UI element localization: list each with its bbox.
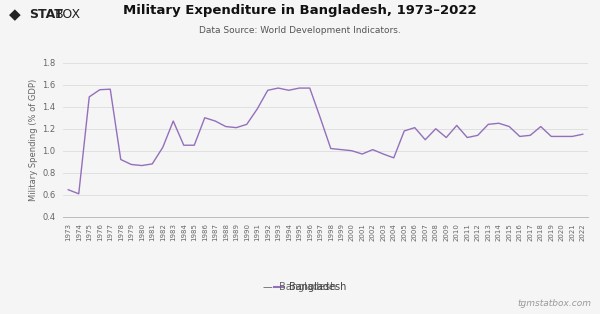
- Text: ◆: ◆: [9, 7, 21, 22]
- Text: tgmstatbox.com: tgmstatbox.com: [517, 299, 591, 308]
- Y-axis label: Military Spending (% of GDP): Military Spending (% of GDP): [29, 78, 38, 201]
- Text: Military Expenditure in Bangladesh, 1973–2022: Military Expenditure in Bangladesh, 1973…: [123, 4, 477, 17]
- Text: STAT: STAT: [29, 8, 62, 21]
- Text: BOX: BOX: [55, 8, 82, 21]
- Text: —  Bangladesh: — Bangladesh: [263, 282, 337, 292]
- Text: Data Source: World Development Indicators.: Data Source: World Development Indicator…: [199, 26, 401, 35]
- Text: Bangladesh: Bangladesh: [289, 282, 347, 292]
